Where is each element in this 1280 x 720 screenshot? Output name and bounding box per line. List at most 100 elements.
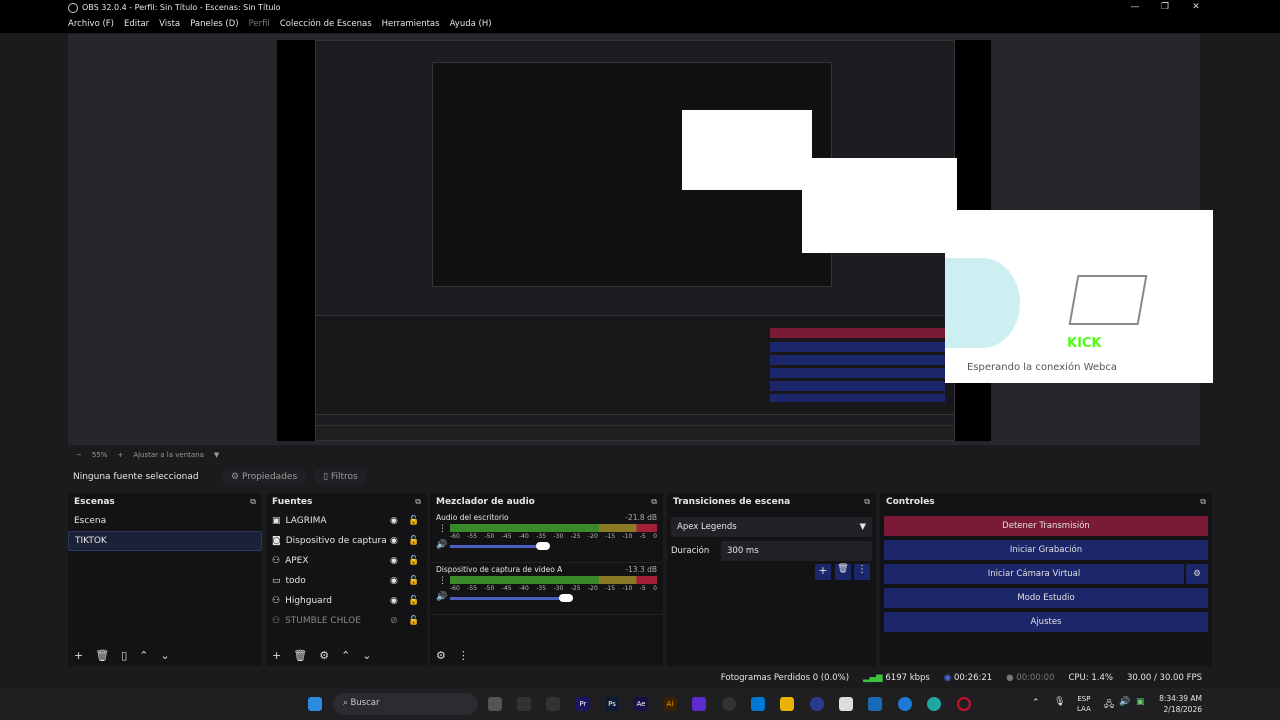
app-icon[interactable] (810, 697, 824, 711)
volume-slider[interactable] (450, 597, 567, 600)
source-item[interactable]: ▣ LAGRIMA ◉ 🔓 (266, 511, 427, 531)
volume-slider-handle[interactable] (559, 594, 574, 602)
proton-vpn-icon[interactable] (692, 697, 706, 711)
after-effects-icon[interactable]: Ae (634, 697, 648, 711)
menu-herramientas[interactable]: Herramientas (381, 19, 440, 29)
scene-item[interactable]: Escena (74, 516, 107, 526)
add-icon[interactable]: + (272, 649, 282, 662)
clock[interactable]: 8:34:39 AM 2/18/2026 (1158, 693, 1202, 715)
eye-icon[interactable]: ◉ (390, 596, 398, 606)
duration-input[interactable]: 300 ms (721, 541, 872, 561)
battery-icon[interactable]: ▣ (1136, 697, 1145, 707)
start-recording-button[interactable]: Iniciar Grabación (884, 540, 1208, 560)
speaker-icon[interactable]: 🔊 (436, 540, 448, 550)
language-indicator[interactable]: ESP LAA (1077, 694, 1091, 714)
filters-button[interactable]: ▯ Filtros (315, 469, 366, 485)
menu-perfil[interactable]: Perfil (248, 19, 270, 29)
lock-icon[interactable]: 🔓 (408, 596, 420, 606)
filter-icon[interactable]: ▯ (121, 649, 128, 662)
eye-icon[interactable]: ◉ (390, 516, 398, 526)
close-button[interactable]: ✕ (1192, 2, 1200, 12)
menu-paneles[interactable]: Paneles (D) (190, 19, 239, 29)
network-icon[interactable]: 🖧 (1104, 700, 1115, 710)
steam-icon[interactable] (868, 697, 882, 711)
more-icon[interactable]: ⋮ (457, 649, 469, 662)
virtual-camera-settings-button[interactable]: ⚙ (1186, 564, 1208, 584)
eye-icon[interactable]: ◉ (390, 556, 398, 566)
chevron-up-icon[interactable]: ⌃ (341, 649, 351, 662)
lock-icon[interactable]: 🔓 (408, 556, 420, 566)
source-item[interactable]: ⚇ STUMBLE CHLOE ⊘ 🔓 (266, 611, 427, 631)
chevron-up-icon[interactable]: ⌃ (1032, 698, 1040, 708)
chevron-down-icon[interactable]: ⌄ (160, 649, 170, 662)
source-item[interactable]: ▭ todo ◉ 🔓 (266, 571, 427, 591)
source-item[interactable]: ⚇ Highguard ◉ 🔓 (266, 591, 427, 611)
opera-gx-icon[interactable] (957, 697, 971, 711)
add-transition-button[interactable]: + (815, 564, 831, 580)
minimize-button[interactable]: — (1130, 2, 1140, 12)
menu-vista[interactable]: Vista (159, 19, 181, 29)
menu-archivo[interactable]: Archivo (F) (68, 19, 114, 29)
volume-icon[interactable]: 🔊 (1119, 697, 1131, 707)
zoom-out-button[interactable]: − (76, 451, 82, 459)
lock-icon[interactable]: 🔓 (408, 576, 420, 586)
maximize-button[interactable]: ❐ (1160, 2, 1170, 12)
lock-icon[interactable]: 🔓 (408, 516, 420, 526)
eye-hidden-icon[interactable]: ⊘ (390, 616, 398, 626)
add-icon[interactable]: + (74, 649, 84, 662)
eye-icon[interactable]: ◉ (390, 576, 398, 586)
windows-start-icon[interactable] (308, 697, 322, 711)
capcut-icon[interactable] (546, 697, 560, 711)
chevron-up-icon[interactable]: ⌃ (139, 649, 149, 662)
menu-ayuda[interactable]: Ayuda (H) (449, 19, 492, 29)
photoshop-icon[interactable]: Ps (605, 697, 619, 711)
edge-icon[interactable] (927, 697, 941, 711)
premiere-icon[interactable]: Pr (576, 697, 590, 711)
menu-editar[interactable]: Editar (124, 19, 150, 29)
chevron-down-icon[interactable]: ▼ (213, 451, 220, 459)
float-icon[interactable]: ⧉ (1200, 497, 1206, 506)
vscode-icon[interactable] (751, 697, 765, 711)
properties-button[interactable]: ⚙ Propiedades (223, 469, 306, 485)
lock-icon[interactable]: 🔓 (408, 616, 420, 626)
source-item[interactable]: ◙ Dispositivo de captura de ◉ 🔓 (266, 531, 427, 551)
volume-slider[interactable] (450, 545, 544, 548)
zoom-in-button[interactable]: + (117, 451, 124, 459)
speaker-icon[interactable]: 🔊 (436, 592, 448, 602)
float-icon[interactable]: ⧉ (415, 497, 421, 506)
more-icon[interactable]: ⋮ (438, 576, 447, 586)
preview-canvas[interactable] (277, 40, 991, 441)
app-icon[interactable] (839, 697, 853, 711)
app-icon[interactable] (898, 697, 912, 711)
app-icon[interactable] (517, 697, 531, 711)
studio-mode-button[interactable]: Modo Estudio (884, 588, 1208, 608)
more-icon[interactable]: ⋮ (854, 564, 870, 580)
gear-icon[interactable]: ⚙ (319, 649, 330, 662)
trash-icon[interactable]: 🗑 (95, 649, 110, 662)
search-box[interactable]: ⌕ Buscar (333, 693, 478, 715)
float-icon[interactable]: ⧉ (250, 497, 256, 506)
advanced-audio-icon[interactable]: ⚙ (436, 649, 446, 662)
microphone-icon[interactable]: 🎙 (1054, 697, 1066, 707)
stop-streaming-button[interactable]: Detener Transmisión (884, 516, 1208, 536)
more-icon[interactable]: ⋮ (438, 524, 447, 534)
illustrator-icon[interactable]: Ai (663, 697, 677, 711)
float-icon[interactable]: ⧉ (864, 497, 870, 506)
lock-icon[interactable]: 🔓 (408, 536, 420, 546)
trash-icon[interactable]: 🗑 (293, 649, 308, 662)
volume-slider-handle[interactable] (536, 542, 551, 550)
scene-item-selected[interactable]: TIKTOK (68, 531, 262, 551)
task-view-icon[interactable] (488, 697, 502, 711)
chevron-down-icon[interactable]: ⌄ (362, 649, 372, 662)
file-explorer-icon[interactable] (780, 697, 794, 711)
start-virtual-camera-button[interactable]: Iniciar Cámara Virtual (884, 564, 1184, 584)
eye-icon[interactable]: ◉ (390, 536, 398, 546)
source-item[interactable]: ⚇ APEX ◉ 🔓 (266, 551, 427, 571)
transition-select[interactable]: Apex Legends ▼ (671, 517, 872, 537)
fit-window-button[interactable]: Ajustar a la ventana (133, 451, 204, 459)
obs-icon[interactable] (722, 697, 736, 711)
menu-coleccion[interactable]: Colección de Escenas (279, 19, 372, 29)
trash-icon[interactable]: 🗑 (835, 564, 851, 580)
float-icon[interactable]: ⧉ (651, 497, 657, 506)
settings-button[interactable]: Ajustes (884, 612, 1208, 632)
